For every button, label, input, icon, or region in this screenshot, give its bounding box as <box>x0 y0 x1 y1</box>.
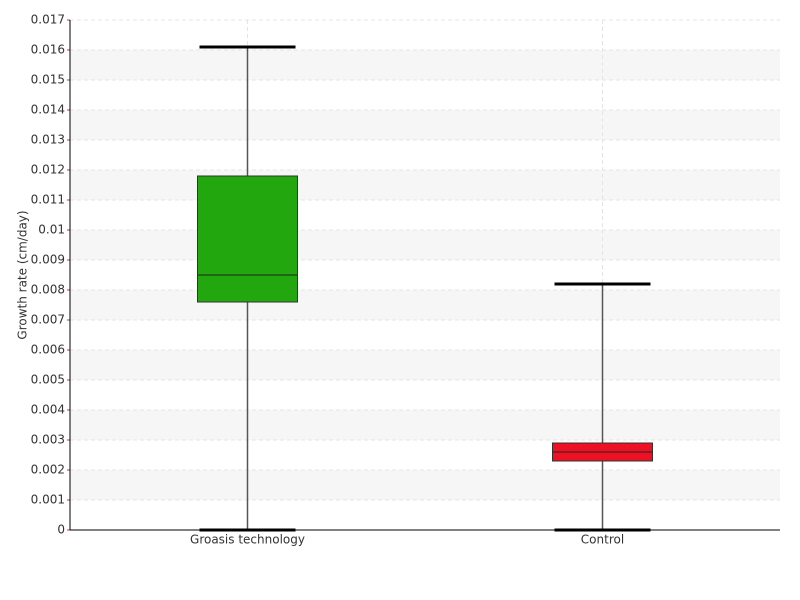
grid-band <box>70 470 780 500</box>
y-tick-label: 0.004 <box>31 403 65 417</box>
grid-band <box>70 230 780 260</box>
y-tick-label: 0.003 <box>31 433 65 447</box>
grid-band <box>70 290 780 320</box>
y-tick-label: 0.002 <box>31 463 65 477</box>
y-tick-label: 0.007 <box>31 313 65 327</box>
y-axis-label: Growth rate (cm/day) <box>16 210 30 339</box>
y-tick-label: 0.009 <box>31 253 65 267</box>
box <box>197 175 298 303</box>
y-tick-label: 0.016 <box>31 43 65 57</box>
x-tick-label: Control <box>581 533 624 547</box>
y-tick-label: 0.011 <box>31 193 65 207</box>
grid-band <box>70 170 780 200</box>
grid-band <box>70 410 780 440</box>
y-tick-label: 0.001 <box>31 493 65 507</box>
y-tick-label: 0.013 <box>31 133 65 147</box>
y-tick-label: 0.015 <box>31 73 65 87</box>
y-tick-label: 0.012 <box>31 163 65 177</box>
grid-band <box>70 50 780 80</box>
x-tick-label: Groasis technology <box>190 533 305 547</box>
grid-band <box>70 350 780 380</box>
y-tick-label: 0 <box>57 523 65 537</box>
y-tick-label: 0.014 <box>31 103 65 117</box>
grid-band <box>70 110 780 140</box>
y-tick-label: 0.005 <box>31 373 65 387</box>
y-tick-label: 0.008 <box>31 283 65 297</box>
y-tick-label: 0.006 <box>31 343 65 357</box>
y-tick-label: 0.01 <box>38 223 65 237</box>
y-tick-label: 0.017 <box>31 13 65 27</box>
